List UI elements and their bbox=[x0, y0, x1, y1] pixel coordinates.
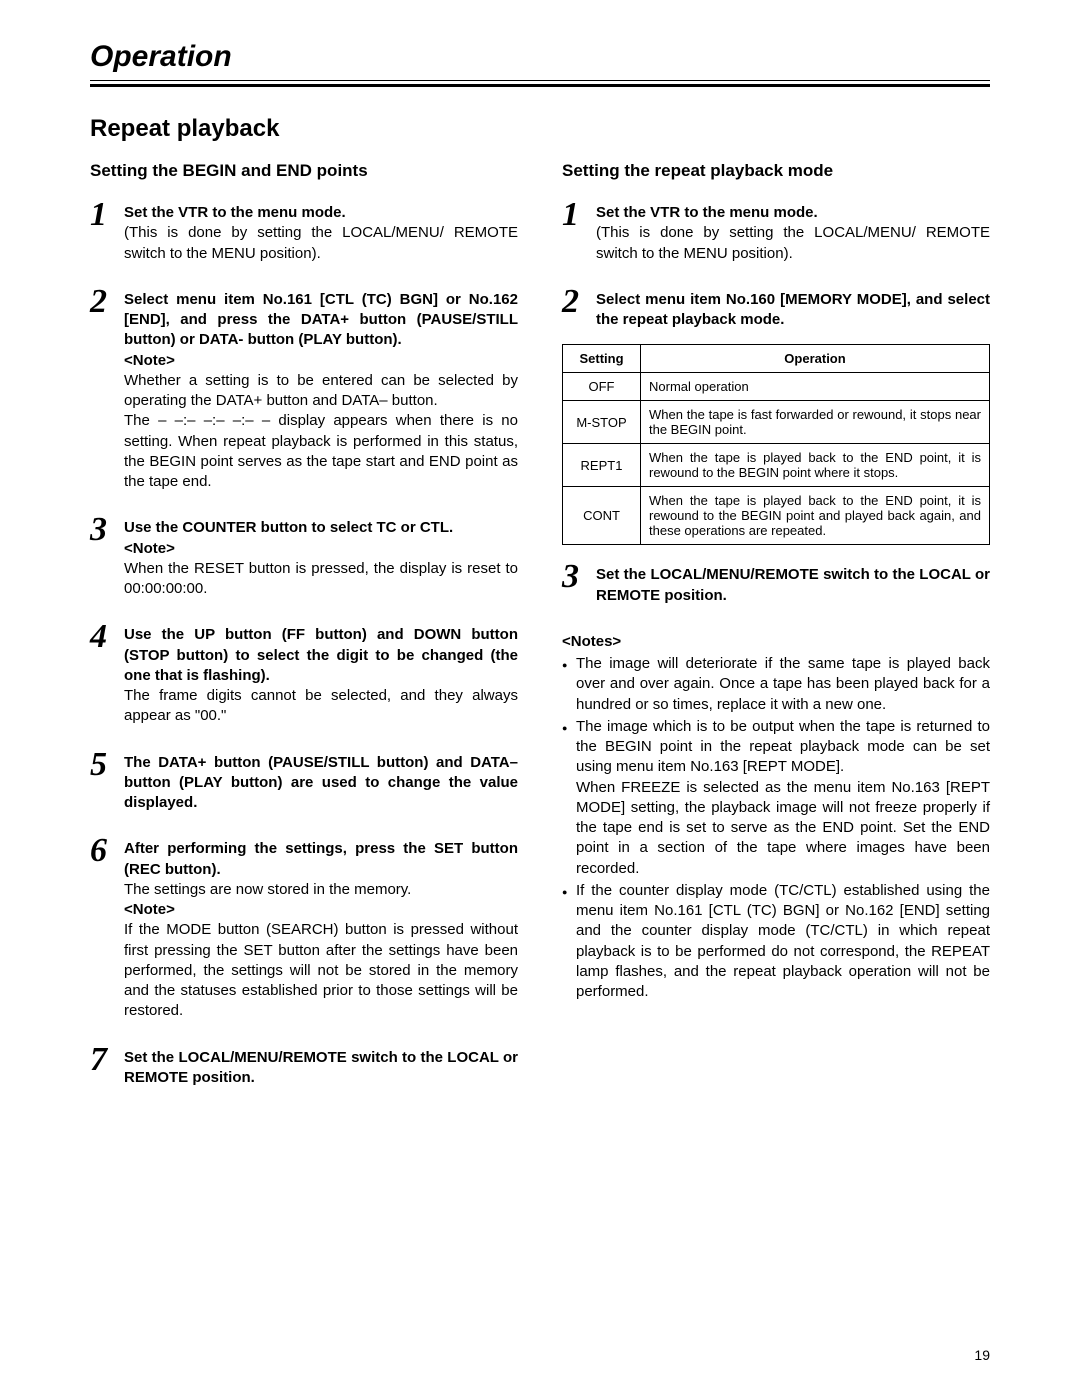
step-body: Set the VTR to the menu mode. (This is d… bbox=[596, 203, 990, 264]
step-number: 3 bbox=[562, 565, 596, 606]
step-number: 6 bbox=[90, 839, 124, 1021]
left-step-4: 4 Use the UP button (FF button) and DOWN… bbox=[90, 625, 518, 726]
step-text: The frame digits cannot be selected, and… bbox=[124, 687, 518, 724]
note-label: <Note> bbox=[124, 540, 175, 557]
step-body: Select menu item No.160 [MEMORY MODE], a… bbox=[596, 290, 990, 331]
table-row: OFF Normal operation bbox=[563, 373, 990, 401]
header-setting: Setting bbox=[563, 345, 641, 373]
left-step-6: 6 After performing the settings, press t… bbox=[90, 839, 518, 1021]
step-number: 3 bbox=[90, 518, 124, 599]
step-bold: Select menu item No.160 [MEMORY MODE], a… bbox=[596, 291, 990, 328]
table-header-row: Setting Operation bbox=[563, 345, 990, 373]
step-bold: The DATA+ button (PAUSE/STILL button) an… bbox=[124, 754, 518, 812]
page-title: Operation bbox=[90, 40, 990, 81]
notes-block: <Notes> The image will deteriorate if th… bbox=[562, 632, 990, 1003]
step-number: 2 bbox=[90, 290, 124, 493]
left-step-2: 2 Select menu item No.161 [CTL (TC) BGN]… bbox=[90, 290, 518, 493]
page-number: 19 bbox=[974, 1347, 990, 1363]
step-bold: Set the LOCAL/MENU/REMOTE switch to the … bbox=[596, 566, 990, 603]
cell-operation: When the tape is played back to the END … bbox=[641, 487, 990, 545]
step-body: After performing the settings, press the… bbox=[124, 839, 518, 1021]
step-text: (This is done by setting the LOCAL/MENU/… bbox=[124, 224, 518, 261]
title-divider bbox=[90, 84, 990, 87]
left-subtitle: Setting the BEGIN and END points bbox=[90, 161, 518, 181]
step-body: Set the LOCAL/MENU/REMOTE switch to the … bbox=[596, 565, 990, 606]
step-body: Set the VTR to the menu mode. (This is d… bbox=[124, 203, 518, 264]
note-label: <Note> bbox=[124, 901, 175, 918]
step-number: 7 bbox=[90, 1048, 124, 1089]
note-item: The image will deteriorate if the same t… bbox=[562, 654, 990, 715]
note-label: <Note> bbox=[124, 352, 175, 369]
right-column: Setting the repeat playback mode 1 Set t… bbox=[562, 161, 990, 1088]
note-item: The image which is to be output when the… bbox=[562, 717, 990, 879]
step-text: The settings are now stored in the memor… bbox=[124, 881, 411, 898]
step-bold: Set the VTR to the menu mode. bbox=[124, 204, 346, 221]
step-body: Use the COUNTER button to select TC or C… bbox=[124, 518, 518, 599]
cell-setting: M-STOP bbox=[563, 401, 641, 444]
table-row: REPT1 When the tape is played back to th… bbox=[563, 444, 990, 487]
step-text: When the RESET button is pressed, the di… bbox=[124, 560, 518, 597]
notes-list: The image will deteriorate if the same t… bbox=[562, 654, 990, 1002]
section-title: Repeat playback bbox=[90, 115, 990, 143]
right-step-3: 3 Set the LOCAL/MENU/REMOTE switch to th… bbox=[562, 565, 990, 606]
table-row: CONT When the tape is played back to the… bbox=[563, 487, 990, 545]
step-body: Set the LOCAL/MENU/REMOTE switch to the … bbox=[124, 1048, 518, 1089]
step-number: 4 bbox=[90, 625, 124, 726]
right-step-2: 2 Select menu item No.160 [MEMORY MODE],… bbox=[562, 290, 990, 331]
cell-operation: When the tape is fast forwarded or rewou… bbox=[641, 401, 990, 444]
cell-operation: Normal operation bbox=[641, 373, 990, 401]
step-number: 5 bbox=[90, 753, 124, 814]
step-number: 1 bbox=[90, 203, 124, 264]
step-body: The DATA+ button (PAUSE/STILL button) an… bbox=[124, 753, 518, 814]
step-bold: Select menu item No.161 [CTL (TC) BGN] o… bbox=[124, 291, 518, 349]
step-bold: Use the UP button (FF button) and DOWN b… bbox=[124, 626, 518, 684]
step-number: 1 bbox=[562, 203, 596, 264]
step-text: If the MODE button (SEARCH) button is pr… bbox=[124, 921, 518, 1019]
left-step-3: 3 Use the COUNTER button to select TC or… bbox=[90, 518, 518, 599]
cell-operation: When the tape is played back to the END … bbox=[641, 444, 990, 487]
step-bold: Set the VTR to the menu mode. bbox=[596, 204, 818, 221]
step-text: (This is done by setting the LOCAL/MENU/… bbox=[596, 224, 990, 261]
memory-mode-table: Setting Operation OFF Normal operation M… bbox=[562, 344, 990, 545]
left-step-5: 5 The DATA+ button (PAUSE/STILL button) … bbox=[90, 753, 518, 814]
left-column: Setting the BEGIN and END points 1 Set t… bbox=[90, 161, 518, 1088]
right-step-1: 1 Set the VTR to the menu mode. (This is… bbox=[562, 203, 990, 264]
note-item: If the counter display mode (TC/CTL) est… bbox=[562, 881, 990, 1003]
cell-setting: REPT1 bbox=[563, 444, 641, 487]
step-bold: Set the LOCAL/MENU/REMOTE switch to the … bbox=[124, 1049, 518, 1086]
step-number: 2 bbox=[562, 290, 596, 331]
step-text: Whether a setting is to be entered can b… bbox=[124, 372, 518, 490]
table-row: M-STOP When the tape is fast forwarded o… bbox=[563, 401, 990, 444]
step-bold: After performing the settings, press the… bbox=[124, 840, 518, 877]
right-subtitle: Setting the repeat playback mode bbox=[562, 161, 990, 181]
step-body: Use the UP button (FF button) and DOWN b… bbox=[124, 625, 518, 726]
two-column-layout: Setting the BEGIN and END points 1 Set t… bbox=[90, 161, 990, 1088]
left-step-1: 1 Set the VTR to the menu mode. (This is… bbox=[90, 203, 518, 264]
header-operation: Operation bbox=[641, 345, 990, 373]
notes-label: <Notes> bbox=[562, 632, 990, 652]
left-step-7: 7 Set the LOCAL/MENU/REMOTE switch to th… bbox=[90, 1048, 518, 1089]
cell-setting: OFF bbox=[563, 373, 641, 401]
cell-setting: CONT bbox=[563, 487, 641, 545]
step-bold: Use the COUNTER button to select TC or C… bbox=[124, 519, 453, 536]
step-body: Select menu item No.161 [CTL (TC) BGN] o… bbox=[124, 290, 518, 493]
